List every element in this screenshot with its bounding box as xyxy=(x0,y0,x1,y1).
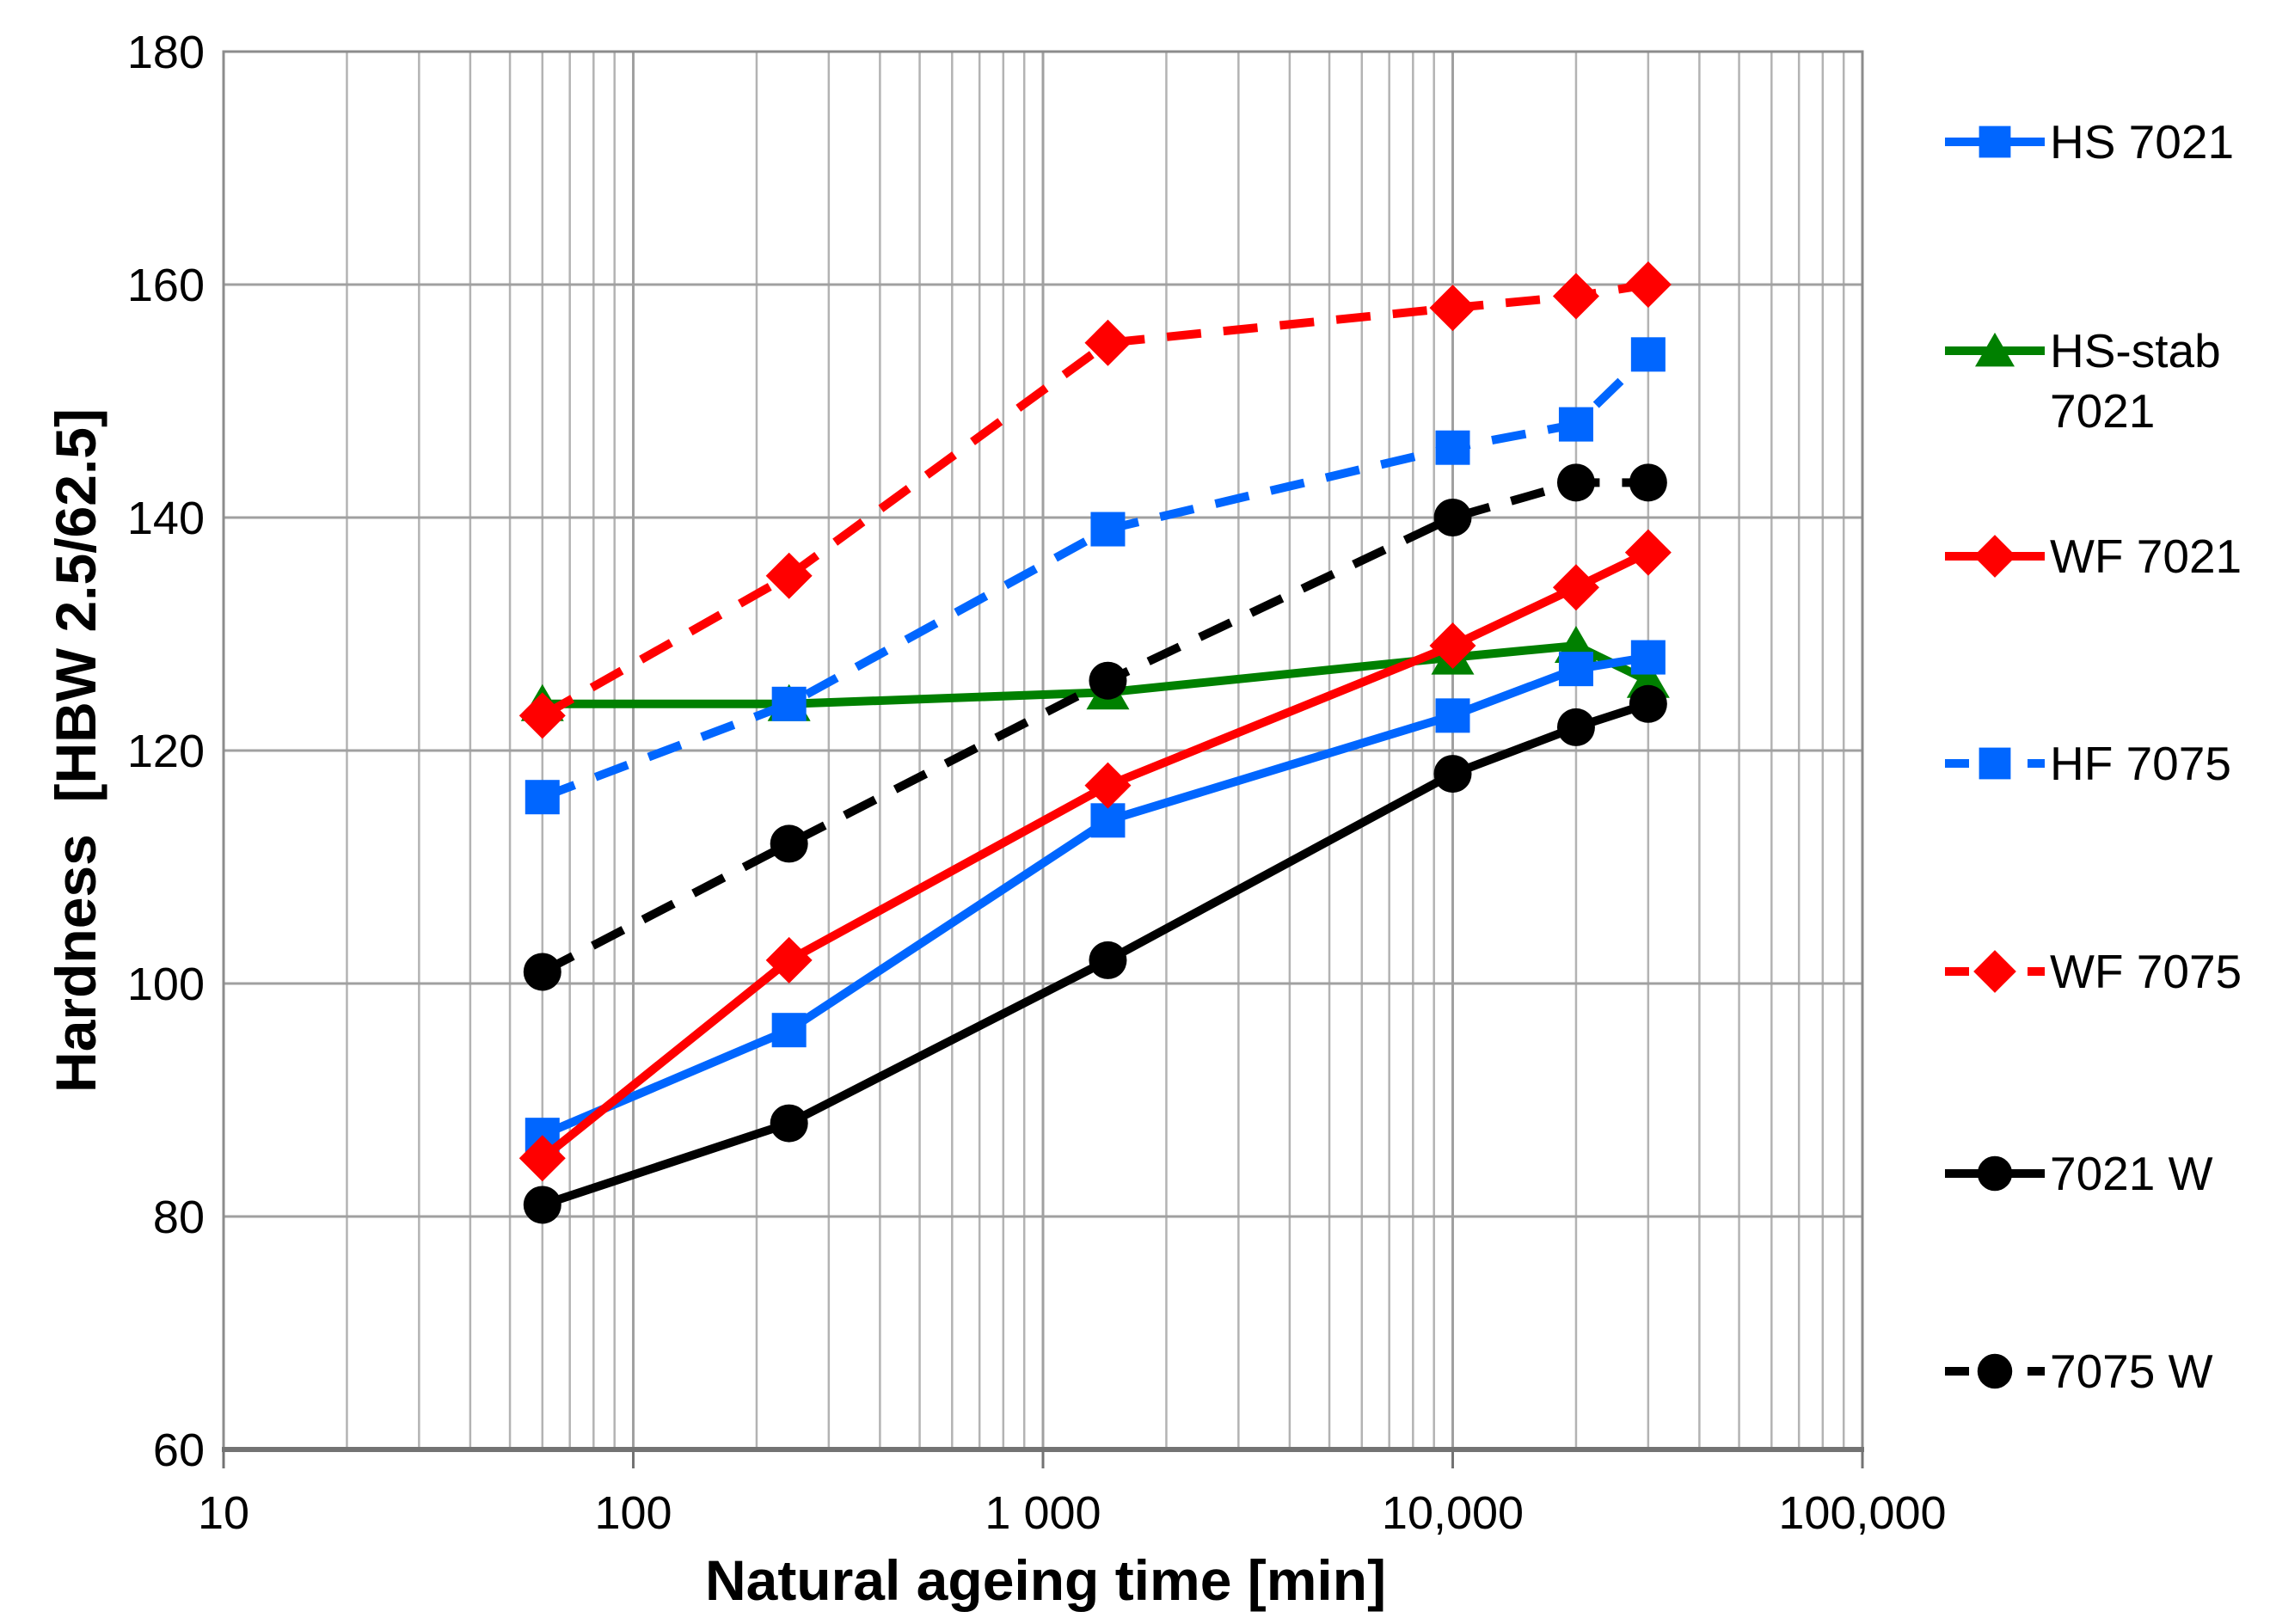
circle-marker-icon xyxy=(1977,1155,2013,1192)
y-tick-label: 140 xyxy=(127,493,205,544)
legend-item-hf-7075: HF 7075 xyxy=(1945,733,2231,794)
square-marker-icon xyxy=(1435,430,1470,465)
series-hf-7075 xyxy=(525,337,1666,815)
circle-marker-icon xyxy=(1433,499,1472,536)
x-tick-label: 10,000 xyxy=(1382,1487,1524,1539)
legend: HS 7021 HS-stab 7021 WF 7021 HF 7075 WF 7075 7… xyxy=(1945,0,2270,1624)
triangle-marker-icon xyxy=(1975,332,2015,367)
x-tick-label: 10 xyxy=(198,1487,249,1539)
y-tick-label: 100 xyxy=(127,959,205,1010)
square-marker-icon xyxy=(525,780,560,815)
legend-marker-icon xyxy=(1945,535,2045,578)
square-marker-icon xyxy=(1090,512,1126,547)
legend-label: WF 7075 xyxy=(2050,945,2242,998)
square-marker-icon xyxy=(1979,747,2011,780)
y-tick-label: 60 xyxy=(153,1425,205,1476)
circle-marker-icon xyxy=(1089,941,1127,979)
series-line xyxy=(540,653,1649,1139)
square-marker-icon xyxy=(1435,698,1470,733)
legend-label: 7075 W xyxy=(2050,1345,2213,1398)
y-tick-label: 80 xyxy=(153,1192,205,1243)
circle-marker-icon xyxy=(1629,684,1667,723)
legend-label: HS 7021 xyxy=(2050,115,2235,169)
series-line xyxy=(540,478,1648,976)
diamond-marker-icon xyxy=(1084,319,1132,366)
diamond-marker-icon xyxy=(1624,529,1672,576)
circle-marker-icon xyxy=(1556,463,1595,502)
diamond-marker-icon xyxy=(1973,535,2016,578)
series-wf-7021 xyxy=(518,529,1672,1182)
legend-label: WF 7021 xyxy=(2050,530,2242,583)
series-wf-7075 xyxy=(518,261,1672,739)
legend-item-wf-7075: WF 7075 xyxy=(1945,941,2242,1002)
y-tick-label: 160 xyxy=(127,260,205,311)
axes xyxy=(222,50,1864,1468)
x-axis-title: Natural ageing time [min] xyxy=(704,1548,1387,1612)
square-marker-icon xyxy=(1558,652,1593,687)
circle-marker-icon xyxy=(1629,463,1667,502)
square-marker-icon xyxy=(1630,337,1666,372)
legend-marker-icon xyxy=(1945,747,2045,780)
circle-marker-icon xyxy=(770,1104,808,1143)
legend-label: HS-stab 7021 xyxy=(2050,324,2221,438)
legend-marker-icon xyxy=(1945,950,2045,993)
circle-marker-icon xyxy=(523,1186,561,1224)
series-7021-w xyxy=(523,684,1667,1224)
diamond-marker-icon xyxy=(1084,762,1132,809)
legend-label: 7021 W xyxy=(2050,1147,2213,1200)
legend-marker-icon xyxy=(1945,126,2045,158)
series-line xyxy=(541,351,1652,801)
circle-marker-icon xyxy=(1433,755,1472,794)
diamond-marker-icon xyxy=(1624,261,1672,308)
circle-marker-icon xyxy=(770,824,808,863)
legend-item-hs-stab-7021: HS-stab 7021 xyxy=(1945,321,2221,441)
square-marker-icon xyxy=(1090,803,1126,838)
legend-marker-icon xyxy=(1945,1353,2045,1389)
legend-item-wf-7021: WF 7021 xyxy=(1945,526,2242,586)
square-marker-icon xyxy=(771,1013,807,1048)
diamond-marker-icon xyxy=(1973,950,2016,993)
legend-item-7075-w: 7075 W xyxy=(1945,1341,2213,1401)
legend-marker-icon xyxy=(1945,1155,2045,1192)
diamond-marker-icon xyxy=(518,692,566,739)
series-7075-w xyxy=(523,463,1667,991)
square-marker-icon xyxy=(1630,640,1666,675)
legend-item-hs-7021: HS 7021 xyxy=(1945,112,2234,172)
legend-marker-icon xyxy=(1945,332,2045,367)
series-hs-7021 xyxy=(525,640,1666,1153)
diamond-marker-icon xyxy=(518,1135,566,1182)
y-tick-label: 120 xyxy=(127,726,205,777)
x-tick-label: 1 000 xyxy=(985,1487,1101,1539)
legend-label: HF 7075 xyxy=(2050,737,2231,790)
x-tick-label: 100,000 xyxy=(1778,1487,1946,1539)
diamond-marker-icon xyxy=(1429,285,1476,332)
y-axis-title: Hardness [HBW 2.5/62.5] xyxy=(44,408,107,1093)
square-marker-icon xyxy=(771,686,807,721)
circle-marker-icon xyxy=(1556,708,1595,746)
x-tick-label: 100 xyxy=(594,1487,672,1539)
square-marker-icon xyxy=(1979,126,2011,158)
y-tick-label: 180 xyxy=(127,27,205,78)
tick-labels: 60 80 100 120 140 160 180 10 100 1 000 10,000 100,0… xyxy=(127,27,1947,1539)
circle-marker-icon xyxy=(1977,1353,2013,1389)
gridlines xyxy=(222,52,1862,1449)
diamond-marker-icon xyxy=(1552,564,1599,611)
diamond-marker-icon xyxy=(1429,622,1476,670)
diamond-marker-icon xyxy=(1552,273,1599,320)
square-marker-icon xyxy=(1558,407,1593,442)
legend-item-7021-w: 7021 W xyxy=(1945,1143,2213,1204)
circle-marker-icon xyxy=(1089,661,1127,700)
circle-marker-icon xyxy=(523,953,561,991)
diamond-marker-icon xyxy=(765,936,813,984)
diamond-marker-icon xyxy=(765,552,813,599)
